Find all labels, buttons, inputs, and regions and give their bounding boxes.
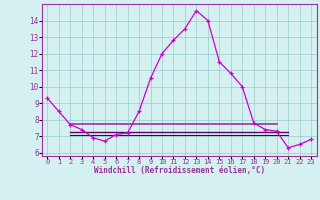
X-axis label: Windchill (Refroidissement éolien,°C): Windchill (Refroidissement éolien,°C) <box>94 166 265 175</box>
